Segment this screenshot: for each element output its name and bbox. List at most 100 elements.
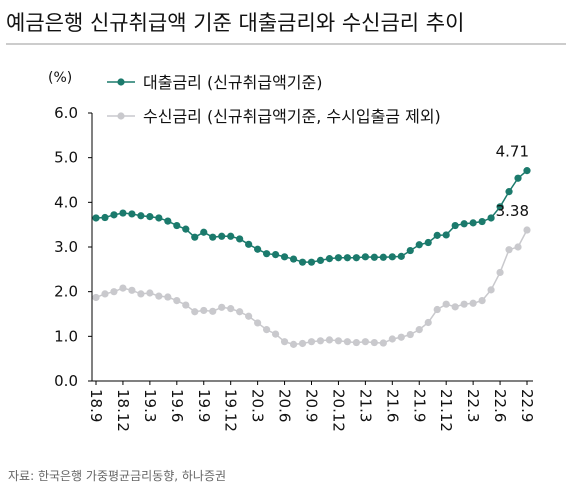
series-point: [298, 339, 307, 348]
series-point: [280, 253, 289, 261]
series-point: [460, 220, 468, 228]
x-tick-label: 19.6: [168, 389, 186, 422]
series-point: [505, 246, 513, 254]
x-tick-label: 20.3: [249, 389, 267, 422]
series-point: [361, 253, 369, 261]
series-point: [271, 250, 280, 259]
series-point: [146, 289, 154, 297]
series-point: [325, 255, 334, 263]
series-point: [236, 235, 244, 243]
legend-label: 대출금리 (신규취급액기준): [143, 73, 323, 92]
series-point: [227, 232, 235, 240]
series-point: [218, 232, 226, 240]
series-point: [164, 217, 172, 225]
series-point: [379, 253, 387, 261]
series-point: [451, 221, 459, 230]
series-point: [496, 203, 504, 211]
series-point: [146, 213, 154, 221]
x-tick-label: 21.12: [437, 389, 455, 432]
series-point: [209, 233, 217, 241]
series-point: [379, 339, 387, 347]
y-axis-label: (%): [48, 70, 72, 86]
legend-label: 수신금리 (신규취급액기준, 수시입출금 제외): [143, 107, 441, 126]
x-tick-label: 22.3: [464, 389, 482, 422]
series-point: [263, 250, 271, 258]
series-point: [388, 253, 396, 261]
series-point: [397, 333, 405, 341]
x-tick-label: 18.12: [114, 389, 132, 432]
y-tick-label: 2.0: [54, 283, 78, 301]
series-point: [254, 245, 262, 253]
series-point: [200, 306, 208, 315]
series-point: [334, 337, 343, 345]
series-point: [173, 221, 181, 230]
series-point: [469, 219, 477, 227]
x-tick-label: 20.6: [276, 389, 294, 422]
series-point: [424, 318, 432, 327]
series-point: [218, 303, 226, 311]
series-point: [128, 286, 136, 294]
series-point: [92, 293, 100, 302]
series-point: [191, 233, 199, 241]
series-point: [433, 305, 441, 314]
series-point: [343, 338, 352, 346]
series-point: [406, 246, 414, 255]
series-point: [307, 258, 316, 266]
y-tick-label: 0.0: [54, 372, 78, 390]
series-point: [298, 258, 307, 266]
x-tick-label: 19.12: [222, 389, 240, 432]
series-point: [137, 290, 145, 298]
series-point: [370, 338, 378, 347]
series-point: [487, 286, 495, 294]
series-point: [415, 241, 423, 249]
series-point: [442, 231, 450, 239]
series-line: [95, 229, 528, 346]
series-point: [460, 300, 468, 308]
series-point: [191, 308, 199, 316]
series-point: [478, 217, 486, 226]
series-point: [451, 303, 459, 311]
data-label: 4.71: [496, 143, 529, 161]
series-point: [263, 326, 271, 334]
series-point: [245, 312, 253, 320]
source-note: 자료: 한국은행 가중평균금리동향, 하나증권: [8, 468, 226, 483]
series-point: [424, 238, 432, 247]
x-tick-label: 18.9: [87, 389, 105, 422]
data-label: 3.38: [496, 202, 529, 220]
series-point: [245, 240, 253, 248]
series-point: [325, 336, 334, 344]
series-point: [155, 292, 163, 300]
series-point: [361, 338, 369, 346]
series-point: [334, 254, 343, 262]
series-point: [110, 288, 118, 296]
series-point: [200, 228, 208, 236]
series-point: [496, 268, 504, 277]
series-point: [478, 297, 486, 305]
series-point: [280, 338, 289, 346]
y-tick-label: 1.0: [54, 327, 78, 345]
series-point: [137, 212, 145, 220]
series-point: [227, 305, 235, 313]
series-point: [209, 307, 217, 315]
x-tick-label: 22.9: [518, 389, 536, 422]
series-point: [182, 301, 190, 309]
series-point: [316, 337, 325, 345]
y-tick-label: 3.0: [54, 238, 78, 256]
x-tick-label: 21.9: [410, 389, 428, 422]
series-point: [316, 256, 325, 264]
series-point: [343, 254, 352, 262]
series-point: [397, 252, 405, 260]
x-tick-label: 20.9: [303, 389, 321, 422]
series-point: [442, 300, 450, 308]
series-point: [370, 253, 378, 261]
series-point: [523, 167, 531, 175]
series-point: [236, 308, 244, 316]
series-point: [155, 214, 163, 222]
series-point: [254, 319, 262, 327]
chart-title: 예금은행 신규취급액 기준 대출금리와 수신금리 추이: [6, 11, 464, 35]
series-point: [388, 335, 396, 343]
y-tick-label: 6.0: [54, 104, 78, 122]
series-point: [119, 209, 127, 217]
series-point: [469, 299, 477, 307]
